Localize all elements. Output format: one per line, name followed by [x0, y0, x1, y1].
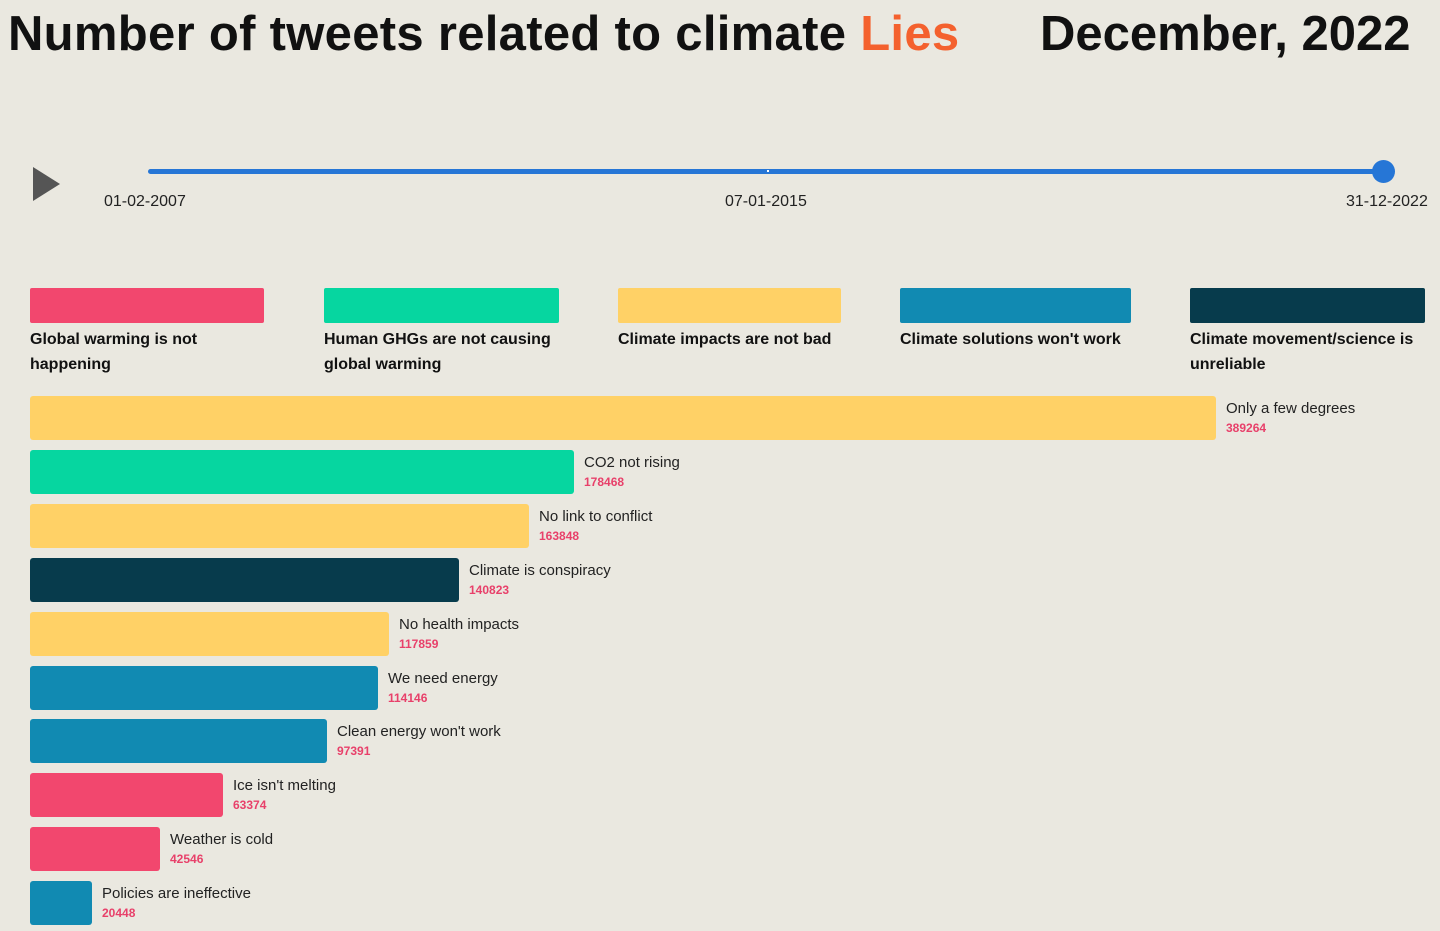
bar-7: [30, 773, 223, 817]
bar-value-5: 114146: [388, 691, 428, 705]
bar-label-2: No link to conflict: [539, 508, 653, 525]
bar-value-0: 389264: [1226, 421, 1267, 435]
title-prefix: Number of tweets related to climate: [8, 7, 861, 61]
legend-item-4: Climate movement/science is unreliable: [1190, 288, 1425, 377]
bar-value-6: 97391: [337, 744, 371, 758]
bar-value-3: 140823: [469, 583, 510, 597]
bar-1: [30, 450, 574, 494]
play-icon[interactable]: [33, 167, 60, 201]
bar-0: [30, 396, 1216, 440]
bar-value-1: 178468: [584, 475, 625, 489]
legend-swatch-3: [900, 288, 1131, 323]
legend-item-3: Climate solutions won't work: [900, 288, 1131, 352]
legend-swatch-0: [30, 288, 264, 323]
legend-label-3: Climate solutions won't work: [900, 331, 1121, 348]
legend-item-0: Global warming is not happening: [30, 288, 264, 377]
bar-3: [30, 558, 459, 602]
period-label: December, 2022: [1040, 7, 1411, 61]
legend-swatch-1: [324, 288, 559, 323]
legend-label-1: Human GHGs are not causing global warmin…: [324, 331, 551, 373]
timeline-end-label: 31-12-2022: [1346, 193, 1428, 210]
bar-value-2: 163848: [539, 529, 580, 543]
bar-9: [30, 881, 92, 925]
bar-label-9: Policies are ineffective: [102, 885, 251, 902]
title-highlight: Lies: [860, 7, 960, 61]
bar-label-7: Ice isn't melting: [233, 777, 336, 794]
chart-title: Number of tweets related to climate Lies: [8, 6, 959, 62]
bar-2: [30, 504, 529, 548]
legend-item-1: Human GHGs are not causing global warmin…: [324, 288, 559, 377]
timeline-start-label: 01-02-2007: [104, 193, 186, 210]
legend-item-2: Climate impacts are not bad: [618, 288, 841, 352]
bar-value-4: 117859: [399, 637, 439, 651]
bar-8: [30, 827, 160, 871]
legend-swatch-2: [618, 288, 841, 323]
bar-label-1: CO2 not rising: [584, 454, 680, 471]
timeline-track[interactable]: [148, 169, 1384, 174]
legend-label-4: Climate movement/science is unreliable: [1190, 331, 1414, 373]
bar-label-6: Clean energy won't work: [337, 723, 501, 740]
bar-4: [30, 612, 389, 656]
bar-5: [30, 666, 378, 710]
bar-label-8: Weather is cold: [170, 831, 274, 848]
timeline-mid-tick: [767, 170, 769, 172]
bar-label-5: We need energy: [388, 670, 498, 687]
bar-value-9: 20448: [102, 906, 136, 920]
bar-value-7: 63374: [233, 798, 267, 812]
timeline-thumb[interactable]: [1372, 160, 1395, 183]
legend-swatch-4: [1190, 288, 1425, 323]
bar-label-0: Only a few degrees: [1226, 400, 1356, 417]
timeline-mid-label: 07-01-2015: [725, 193, 807, 210]
bar-label-3: Climate is conspiracy: [469, 562, 611, 579]
bar-value-8: 42546: [170, 852, 204, 866]
legend-label-2: Climate impacts are not bad: [618, 331, 832, 348]
legend-label-0: Global warming is not happening: [30, 331, 198, 373]
bar-6: [30, 719, 327, 763]
bar-label-4: No health impacts: [399, 616, 520, 633]
